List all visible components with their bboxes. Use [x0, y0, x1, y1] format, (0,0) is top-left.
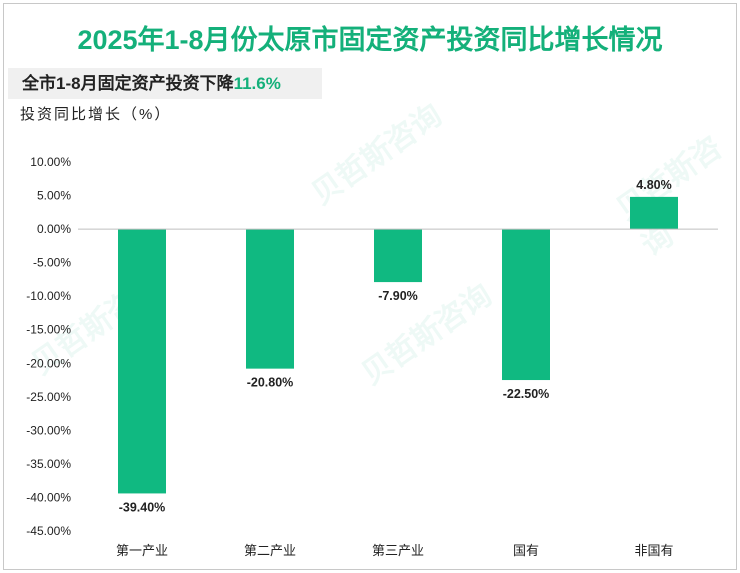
note-value: 11.6% [233, 74, 281, 93]
note-text: 全市1-8月固定资产投资下降 [22, 74, 234, 93]
y-tick-label: -40.00% [26, 490, 71, 504]
y-tick-label: -10.00% [26, 289, 71, 303]
x-tick-label: 国有 [513, 543, 539, 558]
bar [630, 196, 678, 230]
y-tick-label: 5.00% [37, 189, 71, 203]
x-tick-label: 非国有 [634, 543, 673, 558]
x-tick-label: 第一产业 [116, 543, 168, 558]
bar [502, 229, 550, 381]
x-tick-label: 第三产业 [372, 543, 424, 558]
bar [118, 229, 166, 494]
y-tick-label: -20.00% [26, 356, 71, 370]
y-tick-label: -45.00% [26, 524, 71, 538]
data-label: -7.90% [378, 289, 418, 303]
y-tick-label: -30.00% [26, 423, 71, 437]
chart-title: 2025年1-8月份太原市固定资产投资同比增长情况 [77, 25, 663, 55]
y-tick-label: 10.00% [30, 155, 71, 169]
y-tick-label: -15.00% [26, 323, 71, 337]
bar [246, 229, 294, 369]
data-label: -20.80% [247, 376, 294, 390]
bar [374, 229, 422, 283]
y-tick-label: -35.00% [26, 457, 71, 471]
x-tick-label: 第二产业 [244, 543, 296, 558]
data-label: -39.40% [119, 500, 166, 514]
summary-note: 全市1-8月固定资产投资下降11.6% [8, 68, 322, 99]
y-tick-label: -25.00% [26, 390, 71, 404]
y-tick-label: 0.00% [37, 222, 71, 236]
y-tick-label: -5.00% [33, 256, 71, 270]
data-label: -22.50% [503, 387, 550, 401]
data-label: 4.80% [636, 178, 671, 192]
y-axis-label: 投资同比增长（%） [20, 106, 172, 123]
